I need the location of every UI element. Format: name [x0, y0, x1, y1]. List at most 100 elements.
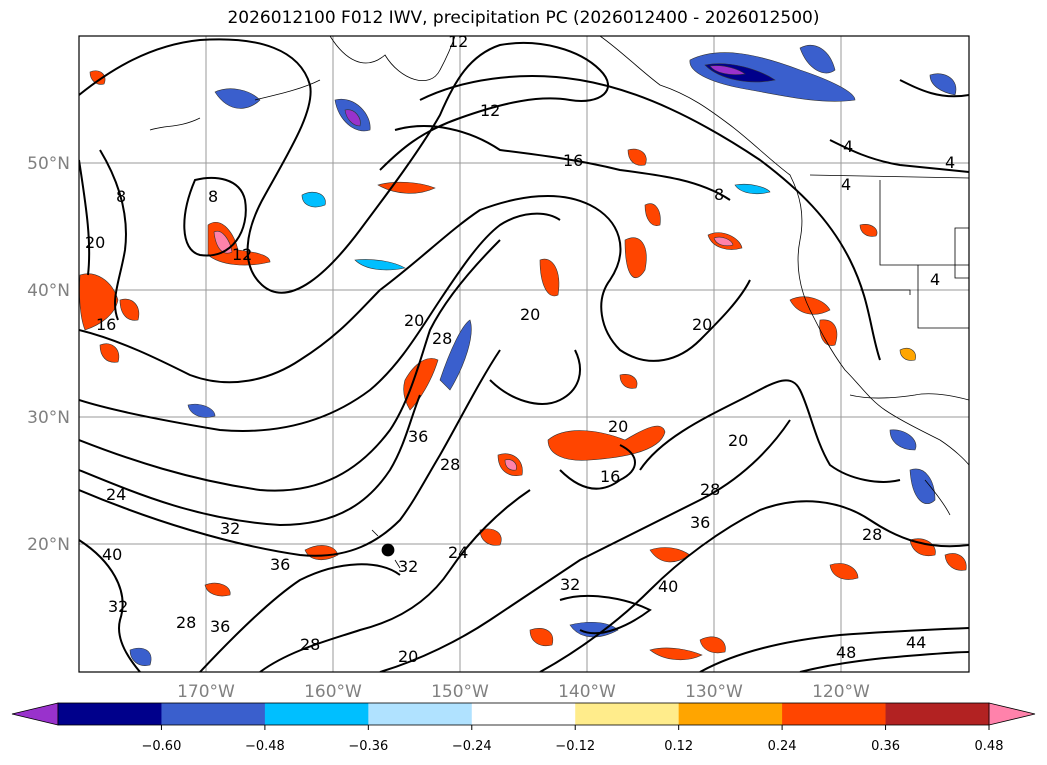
- lon-label: 150°W: [431, 682, 489, 702]
- contour-label-group: 12 12 16 8 8 20 12 4 4 4 4 20 28 20 36 2…: [85, 32, 955, 666]
- lon-label: 160°W: [304, 682, 362, 702]
- precip-blob-pos: [547, 425, 666, 461]
- coastline-mexico: [924, 479, 951, 516]
- contour-label: 4: [945, 153, 955, 172]
- contour-48: [799, 651, 969, 672]
- contour-label: 8: [714, 185, 724, 204]
- contour-label: 36: [270, 555, 290, 574]
- contour-label: 28: [862, 525, 882, 544]
- graticule: [79, 36, 969, 672]
- contour-32: [79, 394, 421, 527]
- colorbar-cell: [58, 703, 162, 725]
- contour-20c: [639, 379, 901, 483]
- colorbar-tick-label: −0.48: [245, 739, 285, 754]
- precip-blob-pos: [479, 528, 502, 546]
- colorbar-cell: [885, 703, 990, 725]
- colorbar-extend-max: [988, 702, 1036, 726]
- precip-blob-pos: [119, 298, 140, 321]
- contour-12: [79, 38, 610, 294]
- colorbar-cell: [368, 703, 473, 725]
- contour-label: 28: [300, 635, 320, 654]
- contour-label: 28: [432, 329, 452, 348]
- colorbar-extend-min: [11, 702, 59, 726]
- lat-axis: 50°N 40°N 30°N 20°N: [27, 154, 70, 555]
- precip-blob-neg: [344, 109, 361, 127]
- contour-20b: [79, 195, 751, 384]
- colorbar-cell: [471, 703, 576, 725]
- contour-label: 28: [700, 480, 720, 499]
- contour-label: 32: [398, 557, 418, 576]
- lon-axis: 170°W 160°W 150°W 140°W 130°W 120°W: [177, 682, 870, 702]
- precip-blob-pos: [829, 563, 859, 580]
- border-states: [860, 289, 911, 295]
- contour-label: 20: [404, 311, 424, 330]
- precip-blob-pos: [213, 230, 233, 254]
- coastline-aleutians: [254, 79, 321, 101]
- precip-blob-pos: [644, 203, 661, 226]
- lon-label: 140°W: [558, 682, 616, 702]
- precip-blob-pos: [909, 538, 936, 557]
- precip-blob-pos: [207, 222, 271, 266]
- border-states: [917, 265, 969, 329]
- precip-blob-pos: [624, 237, 647, 279]
- lat-label: 30°N: [27, 408, 70, 428]
- colorbar: −0.60 −0.48 −0.36 −0.24 −0.12 0.12 0.24 0.36 0.4…: [11, 702, 1036, 754]
- lat-label: 50°N: [27, 154, 70, 174]
- contour-label: 40: [102, 545, 122, 564]
- contour-16: [419, 75, 881, 361]
- contour-label: 32: [560, 575, 580, 594]
- contour-28b: [259, 489, 531, 672]
- contour-24b: [379, 419, 791, 672]
- precip-blob-pos: [99, 343, 120, 363]
- contour-28: [79, 239, 501, 492]
- contour-label: 20: [728, 431, 748, 450]
- precip-blob-neg: [301, 191, 326, 208]
- contour-label: 40: [658, 577, 678, 596]
- precip-blob-pos: [539, 258, 560, 297]
- contour-label: 8: [208, 187, 218, 206]
- colorbar-cell: [782, 703, 887, 725]
- colorbar-cell: [264, 703, 369, 725]
- contour-32b: [539, 500, 969, 672]
- map-title: 2026012100 F012 IWV, precipitation PC (2…: [227, 8, 820, 28]
- contour-label: 32: [108, 597, 128, 616]
- map-content: 12 12 16 8 8 20 12 4 4 4 4 20 28 20 36 2…: [79, 32, 969, 672]
- precip-blob-neg: [354, 259, 406, 271]
- contour-label: 44: [906, 633, 926, 652]
- precip-blob-pos: [789, 296, 831, 315]
- precip-blob-neg: [569, 621, 619, 638]
- contour-label: 16: [563, 151, 583, 170]
- contour-20d: [489, 349, 581, 405]
- contour-label: 20: [398, 647, 418, 666]
- colorbar-tick-label: 0.48: [975, 739, 1004, 754]
- contour-44: [699, 627, 969, 672]
- contour-8: [99, 149, 127, 321]
- contour-label: 12: [232, 245, 252, 264]
- precip-blob-pos: [944, 553, 967, 571]
- coastlines: [149, 36, 969, 569]
- contour-label: 4: [843, 137, 853, 156]
- contour-24: [79, 212, 561, 432]
- precip-blob-neg: [909, 468, 936, 505]
- precip-blob-pos: [627, 148, 647, 166]
- colorbar-tick-label: 0.12: [664, 739, 693, 754]
- contour-label: 36: [210, 617, 230, 636]
- precip-blob-pos: [859, 224, 878, 237]
- contour-label: 48: [836, 643, 856, 662]
- hawaii: [381, 543, 395, 557]
- contour-4: [899, 79, 969, 98]
- precip-blob-neg: [799, 44, 836, 74]
- hawaii: [371, 529, 401, 569]
- precip-blob-pos: [403, 358, 439, 411]
- colorbar-cell: [161, 703, 266, 725]
- coastline-north-america: [599, 36, 969, 466]
- contour-label: 36: [408, 427, 428, 446]
- lon-label: 120°W: [812, 682, 870, 702]
- precip-blob-neg: [734, 183, 771, 195]
- precip-blob-pos: [819, 319, 838, 346]
- contour-label: 12: [448, 32, 468, 51]
- precip-shading: [79, 44, 967, 666]
- contour-20: [79, 159, 91, 276]
- map-plot-area: [79, 36, 969, 672]
